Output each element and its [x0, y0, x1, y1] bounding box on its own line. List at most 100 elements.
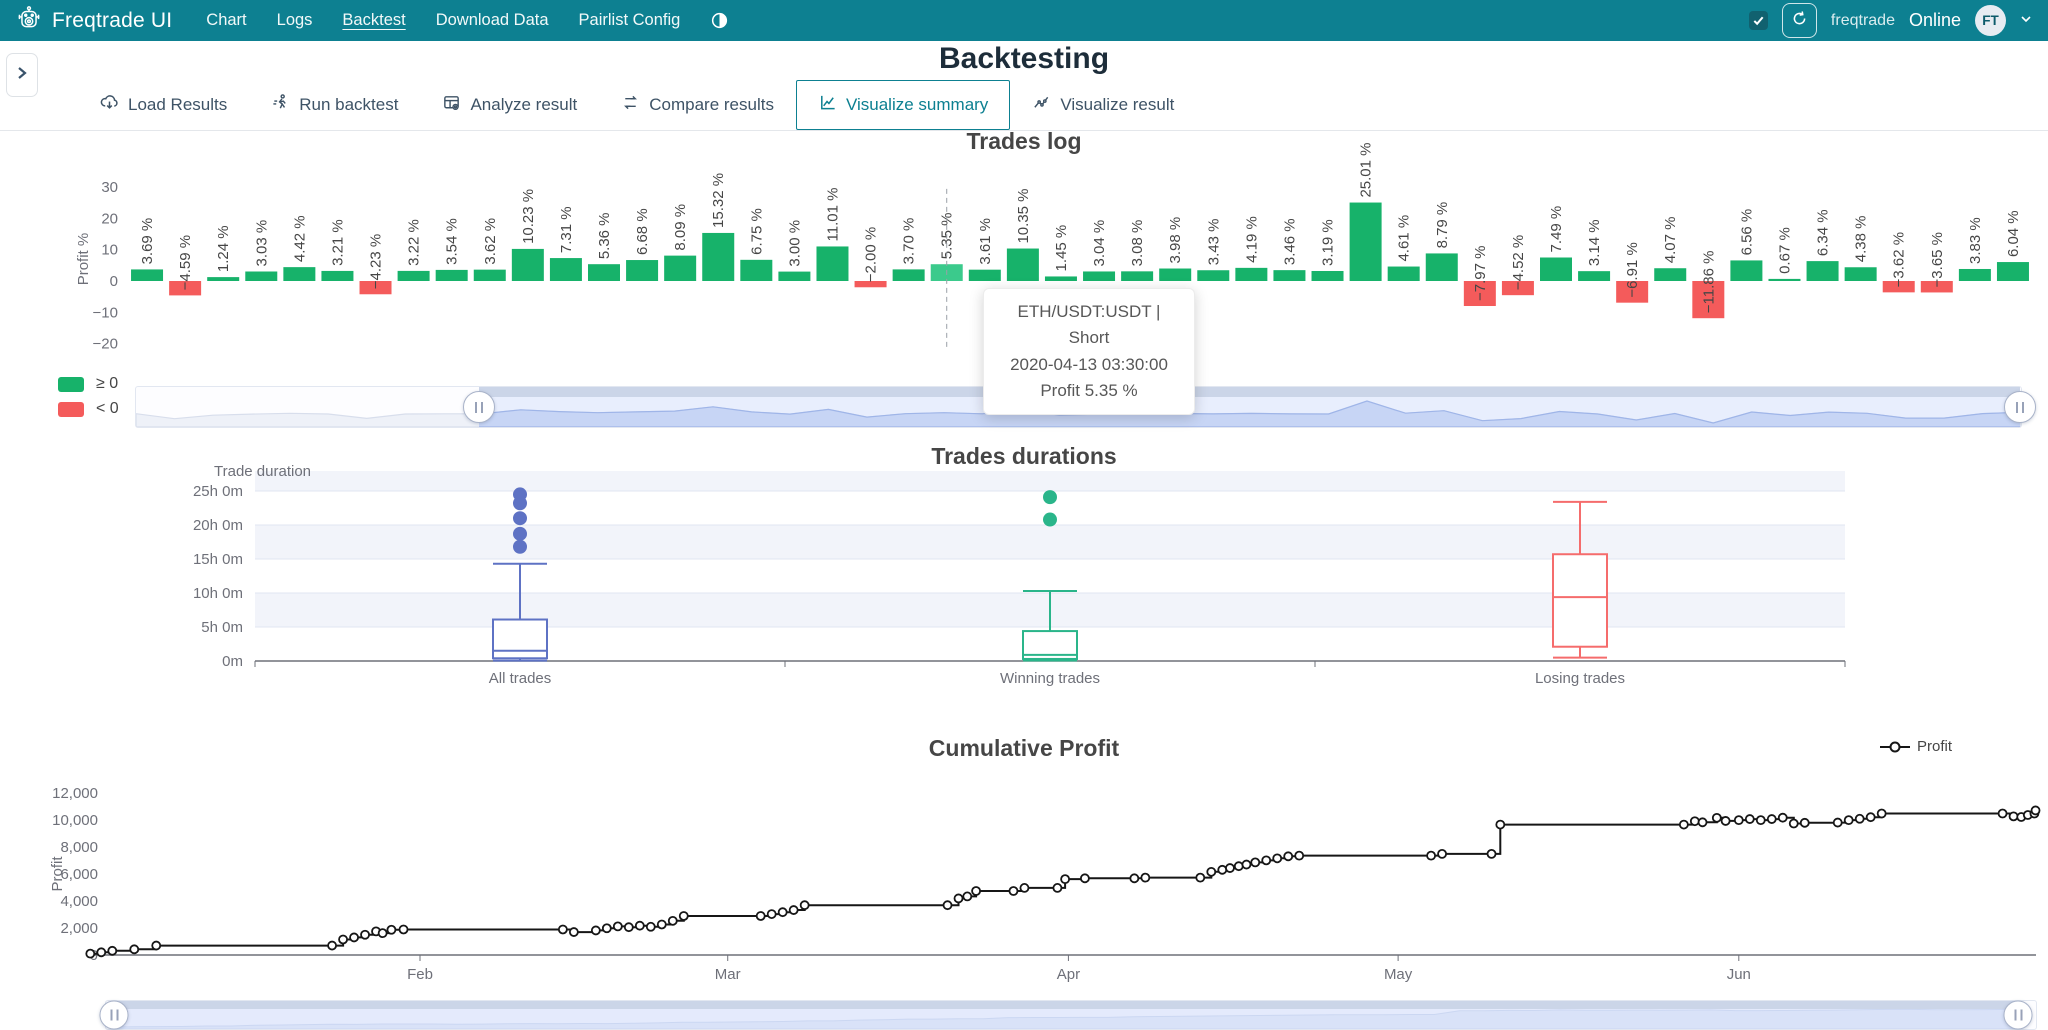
refresh-button[interactable]	[1781, 3, 1817, 38]
chevron-down-icon[interactable]	[2020, 12, 2032, 30]
autorefresh-checkbox[interactable]	[1748, 11, 1768, 30]
theme-toggle-icon[interactable]	[710, 11, 729, 30]
profit-bar[interactable]	[1463, 281, 1496, 307]
data-point[interactable]	[788, 905, 799, 915]
profit-bar[interactable]	[1844, 267, 1877, 281]
profit-bar[interactable]	[778, 271, 811, 281]
data-point[interactable]	[678, 911, 689, 921]
data-point[interactable]	[766, 909, 777, 919]
bot-name[interactable]: freqtrade	[1830, 11, 1895, 29]
data-point[interactable]	[1206, 866, 1217, 877]
sidebar-expand-button[interactable]	[6, 53, 38, 97]
profit-bar[interactable]	[1235, 267, 1268, 281]
profit-bar[interactable]	[1501, 281, 1534, 296]
data-point[interactable]	[1294, 850, 1305, 861]
profit-bar[interactable]	[321, 270, 354, 281]
profit-bar[interactable]	[626, 260, 659, 281]
data-point[interactable]	[398, 924, 409, 935]
profit-bar[interactable]	[473, 269, 506, 281]
data-point[interactable]	[96, 947, 107, 958]
profit-bar[interactable]	[245, 271, 278, 281]
data-point[interactable]	[2030, 805, 2041, 816]
app-brand[interactable]: Freqtrade UI	[16, 5, 172, 37]
data-point[interactable]	[1195, 872, 1206, 883]
profit-bar[interactable]	[1349, 202, 1382, 281]
data-point[interactable]	[1843, 815, 1854, 826]
data-point[interactable]	[360, 929, 370, 940]
data-point[interactable]	[1777, 812, 1788, 823]
data-point[interactable]	[1689, 816, 1700, 827]
data-point[interactable]	[1019, 883, 1030, 893]
profit-bar[interactable]	[1578, 271, 1611, 281]
profit-bar[interactable]	[1996, 262, 2029, 281]
profit-bar[interactable]	[1044, 276, 1077, 281]
trades-durations-chart[interactable]: 0m 5h 0m 10h 0m 15h 0m 20h 0m 25h 0m Trade dur…	[0, 440, 2048, 695]
data-point[interactable]	[1283, 851, 1294, 862]
profit-bar[interactable]	[397, 270, 430, 281]
profit-bar[interactable]	[892, 269, 925, 281]
data-point[interactable]	[656, 919, 667, 930]
data-point[interactable]	[349, 932, 359, 943]
data-point[interactable]	[1997, 808, 2008, 819]
profit-bar[interactable]	[1806, 261, 1839, 281]
profit-bar[interactable]	[1958, 268, 1991, 281]
profit-bar[interactable]	[1730, 260, 1763, 281]
data-point[interactable]	[1865, 812, 1876, 823]
data-point[interactable]	[1233, 861, 1244, 872]
slider-handle-left[interactable]	[463, 391, 495, 423]
data-point[interactable]	[338, 934, 348, 945]
data-point[interactable]	[971, 886, 981, 896]
tab-visualize-result[interactable]: Visualize result	[1010, 80, 1196, 130]
data-point[interactable]	[327, 940, 337, 951]
slider-handle-right[interactable]	[2003, 1000, 2033, 1030]
data-point[interactable]	[777, 907, 788, 918]
slider-handle-right[interactable]	[2004, 391, 2036, 423]
data-point[interactable]	[645, 921, 656, 932]
box-whisker[interactable]	[1552, 500, 1608, 659]
data-point[interactable]	[129, 944, 140, 955]
nav-item-logs[interactable]: Logs	[276, 11, 313, 29]
profit-bar[interactable]	[1311, 270, 1344, 281]
profit-bar[interactable]	[1920, 281, 1953, 293]
data-point[interactable]	[85, 948, 96, 959]
avatar[interactable]: FT	[1975, 5, 2006, 36]
data-point[interactable]	[1755, 815, 1766, 826]
data-point[interactable]	[1217, 864, 1228, 875]
profit-bar[interactable]	[854, 281, 887, 288]
data-point[interactable]	[1060, 874, 1071, 885]
data-point[interactable]	[1437, 848, 1447, 859]
profit-bar[interactable]	[1387, 266, 1420, 281]
data-point[interactable]	[601, 923, 612, 934]
profit-bar[interactable]	[435, 269, 468, 281]
tab-load-results[interactable]: Load Results	[78, 80, 249, 130]
profit-bar[interactable]	[1654, 268, 1687, 281]
data-point[interactable]	[1854, 813, 1865, 824]
profit-bar[interactable]	[207, 277, 240, 281]
nav-item-pairlist-config[interactable]: Pairlist Config	[578, 11, 681, 29]
data-point[interactable]	[623, 922, 634, 933]
data-point[interactable]	[634, 920, 645, 931]
profit-bar[interactable]	[1692, 281, 1725, 319]
outlier-dot[interactable]	[513, 539, 527, 554]
profit-bar[interactable]	[1540, 257, 1572, 281]
nav-item-backtest[interactable]: Backtest	[342, 11, 406, 29]
profit-bar[interactable]	[549, 258, 582, 281]
profit-bar[interactable]	[588, 264, 620, 281]
outlier-dot[interactable]	[513, 526, 527, 541]
data-point[interactable]	[1711, 812, 1722, 823]
profit-bar[interactable]	[702, 232, 735, 281]
slider-handle-left[interactable]	[99, 1000, 129, 1030]
data-point[interactable]	[568, 927, 579, 937]
tab-compare-results[interactable]: Compare results	[599, 80, 796, 130]
trades-log-chart[interactable]: 30 20 10 0 −10 −20 Profit % 3.69 % −4.59 % 1.24 %…	[0, 120, 2048, 386]
data-point[interactable]	[612, 921, 623, 932]
box-whisker[interactable]	[1022, 490, 1078, 662]
data-point[interactable]	[1079, 873, 1090, 884]
data-point[interactable]	[557, 924, 568, 935]
data-point[interactable]	[1788, 818, 1799, 829]
tab-run-backtest[interactable]: Run backtest	[249, 80, 420, 130]
data-point[interactable]	[590, 925, 601, 936]
data-point[interactable]	[1486, 848, 1497, 859]
zoom-move-handle[interactable]	[114, 1001, 2018, 1009]
data-point[interactable]	[1799, 817, 1810, 828]
